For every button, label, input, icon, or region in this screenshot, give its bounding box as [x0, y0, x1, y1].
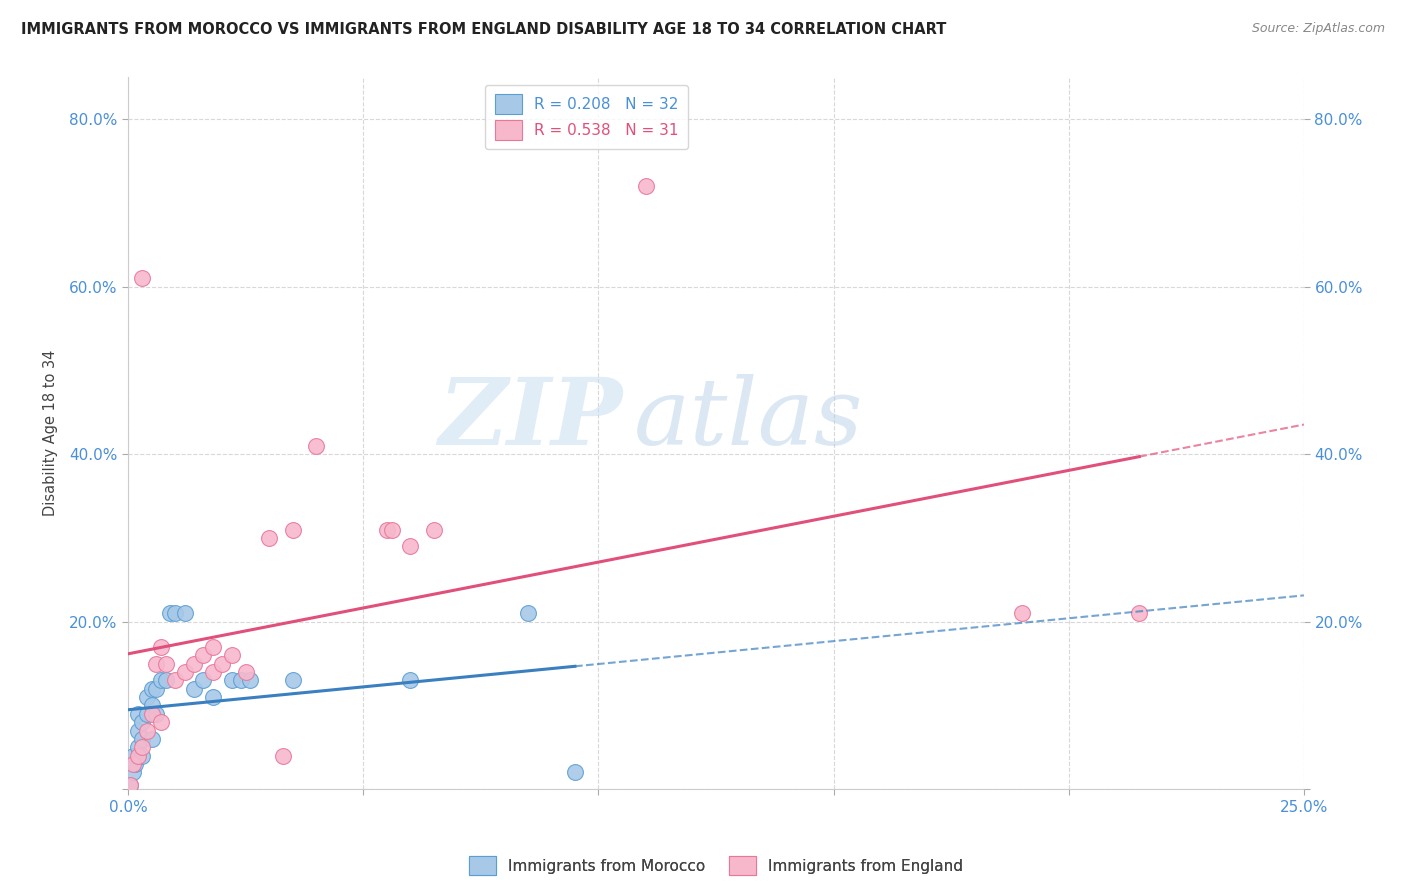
Point: [136, 723, 159, 738]
Point: [155, 657, 177, 671]
Text: atlas: atlas: [634, 374, 863, 464]
Point: [127, 723, 149, 738]
Text: IMMIGRANTS FROM MOROCCO VS IMMIGRANTS FROM ENGLAND DISABILITY AGE 18 TO 34 CORRE: IMMIGRANTS FROM MOROCCO VS IMMIGRANTS FR…: [21, 22, 946, 37]
Point: [155, 673, 177, 688]
Point: [634, 179, 657, 194]
Text: Source: ZipAtlas.com: Source: ZipAtlas.com: [1251, 22, 1385, 36]
Point: [150, 673, 173, 688]
Point: [131, 715, 153, 730]
Point: [273, 748, 295, 763]
Point: [136, 706, 159, 721]
Point: [201, 690, 224, 704]
Point: [229, 673, 252, 688]
Point: [173, 665, 195, 679]
Point: [193, 648, 215, 663]
Point: [211, 657, 233, 671]
Point: [257, 531, 280, 545]
Point: [127, 740, 149, 755]
Point: [221, 673, 243, 688]
Point: [120, 778, 142, 792]
Point: [131, 748, 153, 763]
Point: [150, 640, 173, 654]
Point: [516, 607, 538, 621]
Point: [120, 778, 142, 792]
Point: [121, 757, 143, 772]
Point: [1011, 607, 1033, 621]
Point: [145, 681, 167, 696]
Y-axis label: Disability Age 18 to 34: Disability Age 18 to 34: [44, 350, 58, 516]
Point: [131, 740, 153, 755]
Point: [141, 706, 163, 721]
Point: [281, 673, 304, 688]
Point: [165, 673, 187, 688]
Text: ZIP: ZIP: [437, 374, 621, 464]
Point: [141, 681, 163, 696]
Point: [201, 665, 224, 679]
Point: [399, 673, 422, 688]
Point: [183, 681, 205, 696]
Point: [145, 657, 167, 671]
Point: [399, 539, 422, 553]
Point: [131, 271, 153, 285]
Point: [221, 648, 243, 663]
Point: [239, 673, 262, 688]
Point: [141, 698, 163, 713]
Point: [141, 731, 163, 746]
Point: [124, 757, 146, 772]
Point: [159, 607, 181, 621]
Point: [127, 748, 149, 763]
Point: [150, 715, 173, 730]
Point: [136, 690, 159, 704]
Legend: Immigrants from Morocco, Immigrants from England: Immigrants from Morocco, Immigrants from…: [460, 847, 973, 885]
Point: [127, 706, 149, 721]
Point: [131, 731, 153, 746]
Point: [165, 607, 187, 621]
Point: [380, 523, 402, 537]
Point: [121, 748, 143, 763]
Point: [201, 640, 224, 654]
Point: [423, 523, 446, 537]
Point: [183, 657, 205, 671]
Point: [375, 523, 398, 537]
Point: [121, 765, 143, 780]
Point: [305, 439, 328, 453]
Point: [235, 665, 257, 679]
Point: [281, 523, 304, 537]
Point: [564, 765, 586, 780]
Point: [193, 673, 215, 688]
Point: [145, 706, 167, 721]
Point: [173, 607, 195, 621]
Point: [1128, 607, 1150, 621]
